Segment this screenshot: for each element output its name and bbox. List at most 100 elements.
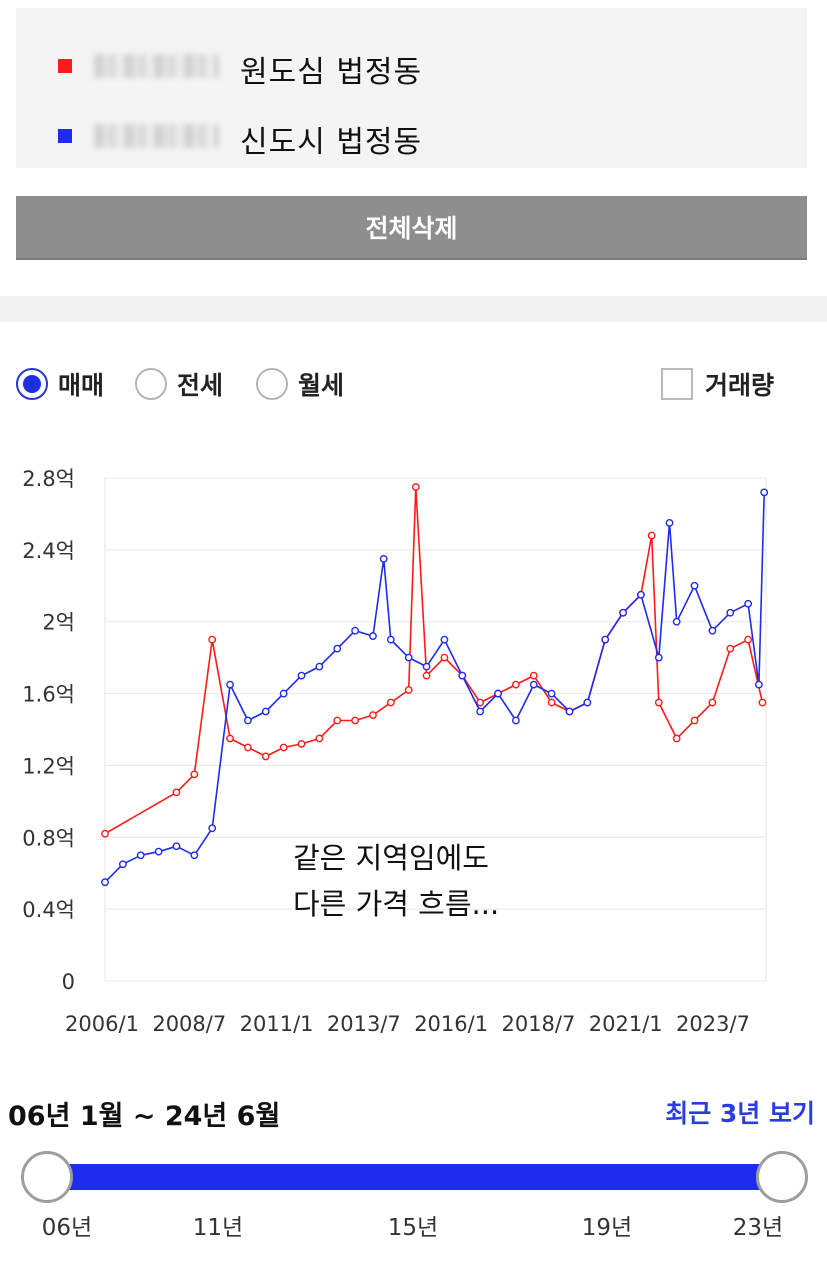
x-tick-label: 2018/7 bbox=[501, 1012, 575, 1036]
data-point bbox=[511, 716, 520, 725]
data-point bbox=[369, 632, 377, 640]
data-point bbox=[726, 608, 735, 617]
y-tick-label: 1.6억 bbox=[22, 683, 75, 707]
radio-circle bbox=[16, 368, 48, 400]
data-point bbox=[101, 829, 109, 838]
radio-label: 매매 bbox=[58, 371, 105, 400]
slider-tick: 15년 bbox=[387, 1215, 439, 1241]
radio-circle bbox=[256, 368, 288, 400]
data-point bbox=[754, 680, 763, 689]
radio-circle bbox=[135, 368, 167, 400]
volume-checkbox[interactable]: 거래량 bbox=[661, 366, 774, 402]
data-point bbox=[672, 617, 681, 626]
data-point bbox=[547, 698, 556, 707]
data-point bbox=[440, 635, 449, 644]
legend-label: 원도심 법정동 bbox=[240, 55, 423, 90]
data-point bbox=[315, 734, 324, 743]
blurred-region-name bbox=[94, 54, 219, 78]
blurred-region-name bbox=[94, 124, 219, 148]
slider-tick: 06년 bbox=[41, 1215, 93, 1241]
data-point bbox=[172, 788, 181, 797]
data-point bbox=[619, 608, 627, 617]
data-point bbox=[379, 554, 388, 563]
checkbox-label: 거래량 bbox=[705, 371, 775, 400]
x-tick-label: 2016/1 bbox=[414, 1012, 488, 1036]
data-point bbox=[208, 824, 217, 833]
data-point bbox=[279, 689, 288, 698]
data-point bbox=[529, 671, 538, 680]
y-tick-label: 2.8억 bbox=[22, 467, 75, 491]
clear-all-button[interactable]: 전체삭제 bbox=[16, 196, 807, 260]
data-point bbox=[583, 698, 592, 707]
radio-label: 월세 bbox=[298, 371, 345, 400]
data-point bbox=[690, 716, 699, 725]
data-point bbox=[422, 671, 431, 680]
data-point bbox=[547, 689, 556, 698]
y-tick-label: 0.4억 bbox=[22, 898, 75, 922]
data-point bbox=[654, 698, 663, 707]
slider-tick: 11년 bbox=[192, 1215, 244, 1241]
data-point bbox=[458, 671, 467, 680]
legend-swatch-blue bbox=[58, 129, 72, 143]
data-point bbox=[476, 698, 485, 707]
plot-area bbox=[104, 477, 767, 982]
data-point bbox=[565, 707, 574, 716]
checkbox-box bbox=[661, 368, 693, 400]
data-point bbox=[315, 662, 324, 671]
price-chart: 0 0.4억 0.8억 1.2억 1.6억 2억 2.4억 2.8억 2006/1 2008/7 2… bbox=[22, 467, 769, 1036]
recent-3-years-link[interactable]: 최근 3년 보기 bbox=[665, 1099, 815, 1128]
slider-track[interactable] bbox=[48, 1164, 782, 1190]
data-point bbox=[708, 626, 717, 635]
data-point bbox=[726, 644, 735, 653]
data-point bbox=[118, 860, 127, 869]
data-point bbox=[386, 698, 395, 707]
data-point bbox=[647, 531, 656, 540]
radio-sale[interactable]: 매매 bbox=[16, 366, 104, 402]
range-label: 06년 1월 ~ 24년 6월 bbox=[8, 1101, 281, 1132]
data-point bbox=[494, 689, 502, 698]
data-point bbox=[244, 716, 252, 725]
data-point bbox=[760, 488, 769, 497]
x-tick-label: 2023/7 bbox=[676, 1012, 750, 1036]
data-point bbox=[386, 635, 395, 644]
data-point bbox=[529, 680, 538, 689]
data-point bbox=[411, 483, 420, 491]
data-point bbox=[601, 635, 610, 644]
radio-monthly-rent[interactable]: 월세 bbox=[256, 366, 344, 402]
chart-annotation: 같은 지역임에도 bbox=[293, 841, 489, 875]
data-point bbox=[333, 716, 342, 725]
radio-jeonse[interactable]: 전세 bbox=[135, 366, 223, 402]
data-point bbox=[758, 698, 767, 707]
data-point bbox=[351, 626, 360, 635]
data-point bbox=[440, 653, 449, 662]
data-point bbox=[279, 743, 288, 752]
data-point bbox=[297, 739, 306, 748]
data-point bbox=[333, 644, 342, 653]
y-tick-label: 0.8억 bbox=[22, 826, 75, 850]
data-point bbox=[226, 734, 234, 743]
data-point bbox=[244, 743, 252, 752]
y-tick-label: 2억 bbox=[42, 611, 75, 635]
x-tick-label: 2008/7 bbox=[152, 1012, 226, 1036]
y-tick-label: 1.2억 bbox=[22, 754, 75, 778]
data-point bbox=[172, 842, 181, 851]
slider-tick: 19년 bbox=[581, 1215, 633, 1241]
x-tick-label: 2011/1 bbox=[240, 1012, 314, 1036]
data-point bbox=[226, 680, 234, 689]
slider-start-handle[interactable] bbox=[21, 1151, 73, 1203]
data-point bbox=[744, 635, 753, 644]
data-point bbox=[665, 519, 674, 527]
slider-tick: 23년 bbox=[732, 1215, 784, 1241]
y-tick-label: 0 bbox=[62, 970, 75, 994]
slider-end-handle[interactable] bbox=[756, 1151, 808, 1203]
data-point bbox=[690, 581, 699, 590]
data-point bbox=[744, 599, 753, 608]
data-point bbox=[511, 680, 520, 689]
data-point bbox=[637, 590, 645, 599]
legend-label: 신도시 법정동 bbox=[240, 125, 423, 160]
y-tick-label: 2.4억 bbox=[22, 539, 75, 563]
data-point bbox=[154, 847, 163, 856]
data-point bbox=[708, 698, 717, 707]
legend-box: 원도심 법정동 신도시 법정동 bbox=[16, 8, 807, 168]
data-point bbox=[404, 686, 413, 694]
